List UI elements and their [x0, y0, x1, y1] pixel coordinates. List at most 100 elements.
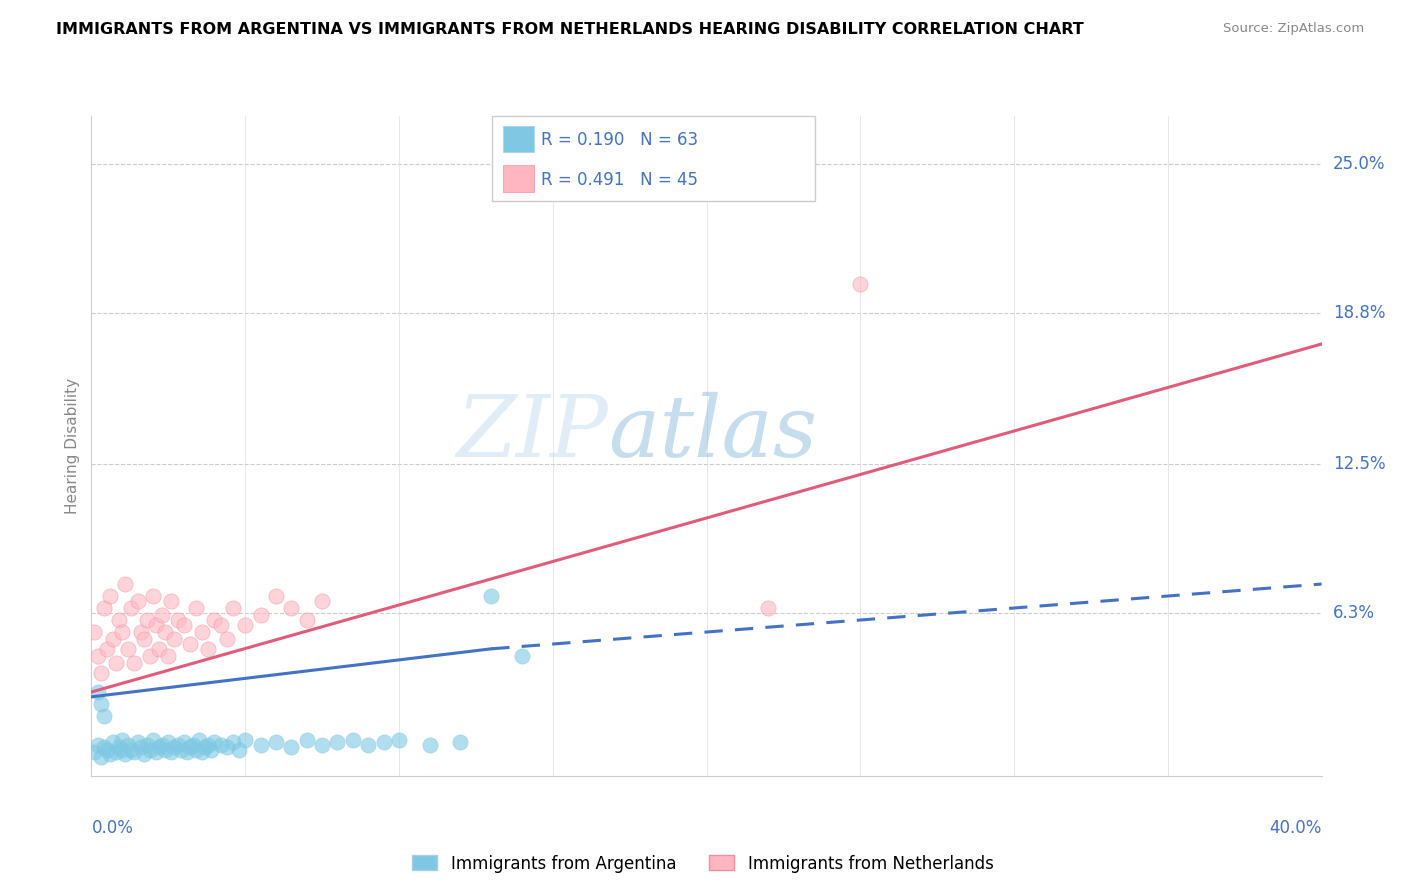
Point	[101, 632, 124, 647]
Point	[98, 747, 121, 762]
Point	[153, 625, 177, 640]
Point	[197, 738, 219, 752]
Point	[209, 617, 232, 632]
Point	[295, 733, 318, 747]
Point	[129, 625, 152, 640]
Point	[184, 742, 207, 756]
Point	[160, 594, 183, 608]
Point	[111, 742, 134, 756]
Point	[117, 641, 139, 656]
Point	[311, 594, 333, 608]
Point	[264, 589, 287, 603]
Point	[124, 745, 146, 759]
Text: atlas: atlas	[607, 392, 817, 475]
Point	[342, 733, 364, 747]
Point	[200, 742, 222, 756]
Point	[264, 735, 287, 749]
Point	[139, 742, 162, 756]
Text: 40.0%: 40.0%	[1270, 819, 1322, 838]
Point	[96, 742, 118, 756]
Point	[388, 733, 411, 747]
Point	[233, 617, 256, 632]
Point	[209, 738, 232, 752]
Point	[111, 625, 134, 640]
Point	[181, 738, 204, 752]
Legend: Immigrants from Argentina, Immigrants from Netherlands: Immigrants from Argentina, Immigrants fr…	[406, 848, 1000, 880]
Point	[173, 735, 195, 749]
Point	[191, 625, 214, 640]
Point	[86, 648, 108, 663]
Text: 0.0%: 0.0%	[91, 819, 134, 838]
Point	[132, 632, 155, 647]
Point	[510, 648, 533, 663]
Point	[228, 742, 250, 756]
Point	[132, 747, 155, 762]
Text: 18.8%: 18.8%	[1333, 304, 1385, 322]
Point	[148, 641, 170, 656]
Point	[188, 733, 211, 747]
Point	[160, 745, 183, 759]
Point	[849, 277, 872, 291]
Point	[150, 738, 173, 752]
Point	[135, 738, 157, 752]
Point	[215, 740, 238, 755]
Point	[90, 749, 112, 764]
Point	[157, 648, 180, 663]
Text: R = 0.491   N = 45: R = 0.491 N = 45	[541, 170, 699, 188]
Point	[145, 617, 167, 632]
Point	[93, 740, 115, 755]
Point	[280, 601, 302, 615]
Point	[127, 594, 149, 608]
Text: 25.0%: 25.0%	[1333, 155, 1385, 173]
Point	[148, 740, 170, 755]
Point	[202, 613, 225, 627]
Point	[194, 740, 217, 755]
Point	[191, 745, 214, 759]
Point	[449, 735, 471, 749]
Point	[145, 745, 167, 759]
Point	[101, 735, 124, 749]
Text: 12.5%: 12.5%	[1333, 455, 1385, 473]
Point	[249, 738, 271, 752]
Point	[179, 637, 201, 651]
Point	[86, 738, 108, 752]
Point	[98, 589, 121, 603]
Point	[373, 735, 395, 749]
Point	[163, 632, 186, 647]
Point	[135, 613, 157, 627]
Point	[233, 733, 256, 747]
Point	[419, 738, 441, 752]
Point	[311, 738, 333, 752]
Point	[150, 608, 173, 623]
Point	[295, 613, 318, 627]
Point	[142, 733, 165, 747]
Point	[166, 613, 188, 627]
Point	[124, 657, 146, 671]
Point	[83, 745, 105, 759]
Point	[105, 657, 127, 671]
Point	[83, 625, 105, 640]
Point	[163, 740, 186, 755]
Point	[169, 742, 191, 756]
Point	[153, 742, 177, 756]
Point	[479, 589, 502, 603]
Point	[117, 738, 139, 752]
Point	[105, 745, 127, 759]
Point	[108, 740, 131, 755]
Point	[357, 738, 380, 752]
Point	[129, 740, 152, 755]
Y-axis label: Hearing Disability: Hearing Disability	[65, 378, 80, 514]
Point	[202, 735, 225, 749]
Point	[326, 735, 349, 749]
Point	[184, 601, 207, 615]
Point	[93, 709, 115, 723]
Text: R = 0.190   N = 63: R = 0.190 N = 63	[541, 131, 699, 149]
Point	[111, 733, 134, 747]
Point	[280, 740, 302, 755]
Text: IMMIGRANTS FROM ARGENTINA VS IMMIGRANTS FROM NETHERLANDS HEARING DISABILITY CORR: IMMIGRANTS FROM ARGENTINA VS IMMIGRANTS …	[56, 22, 1084, 37]
Point	[197, 641, 219, 656]
Point	[90, 665, 112, 680]
Point	[86, 685, 108, 699]
Point	[142, 589, 165, 603]
Point	[179, 740, 201, 755]
